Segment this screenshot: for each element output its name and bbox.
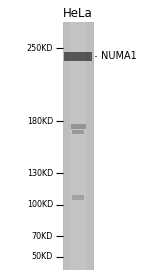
Text: NUMA1: NUMA1 [100,51,136,61]
Text: HeLa: HeLa [63,7,93,20]
Text: 130KD: 130KD [27,169,53,178]
Bar [64,52,92,61]
Bar [72,130,84,134]
Bar [70,22,86,270]
Text: 100KD: 100KD [27,200,53,209]
Text: 70KD: 70KD [32,232,53,241]
Text: 180KD: 180KD [27,117,53,126]
Bar [72,195,84,200]
Bar [70,124,86,128]
Text: 50KD: 50KD [32,252,53,262]
Bar [63,22,93,270]
Text: 250KD: 250KD [27,44,53,53]
